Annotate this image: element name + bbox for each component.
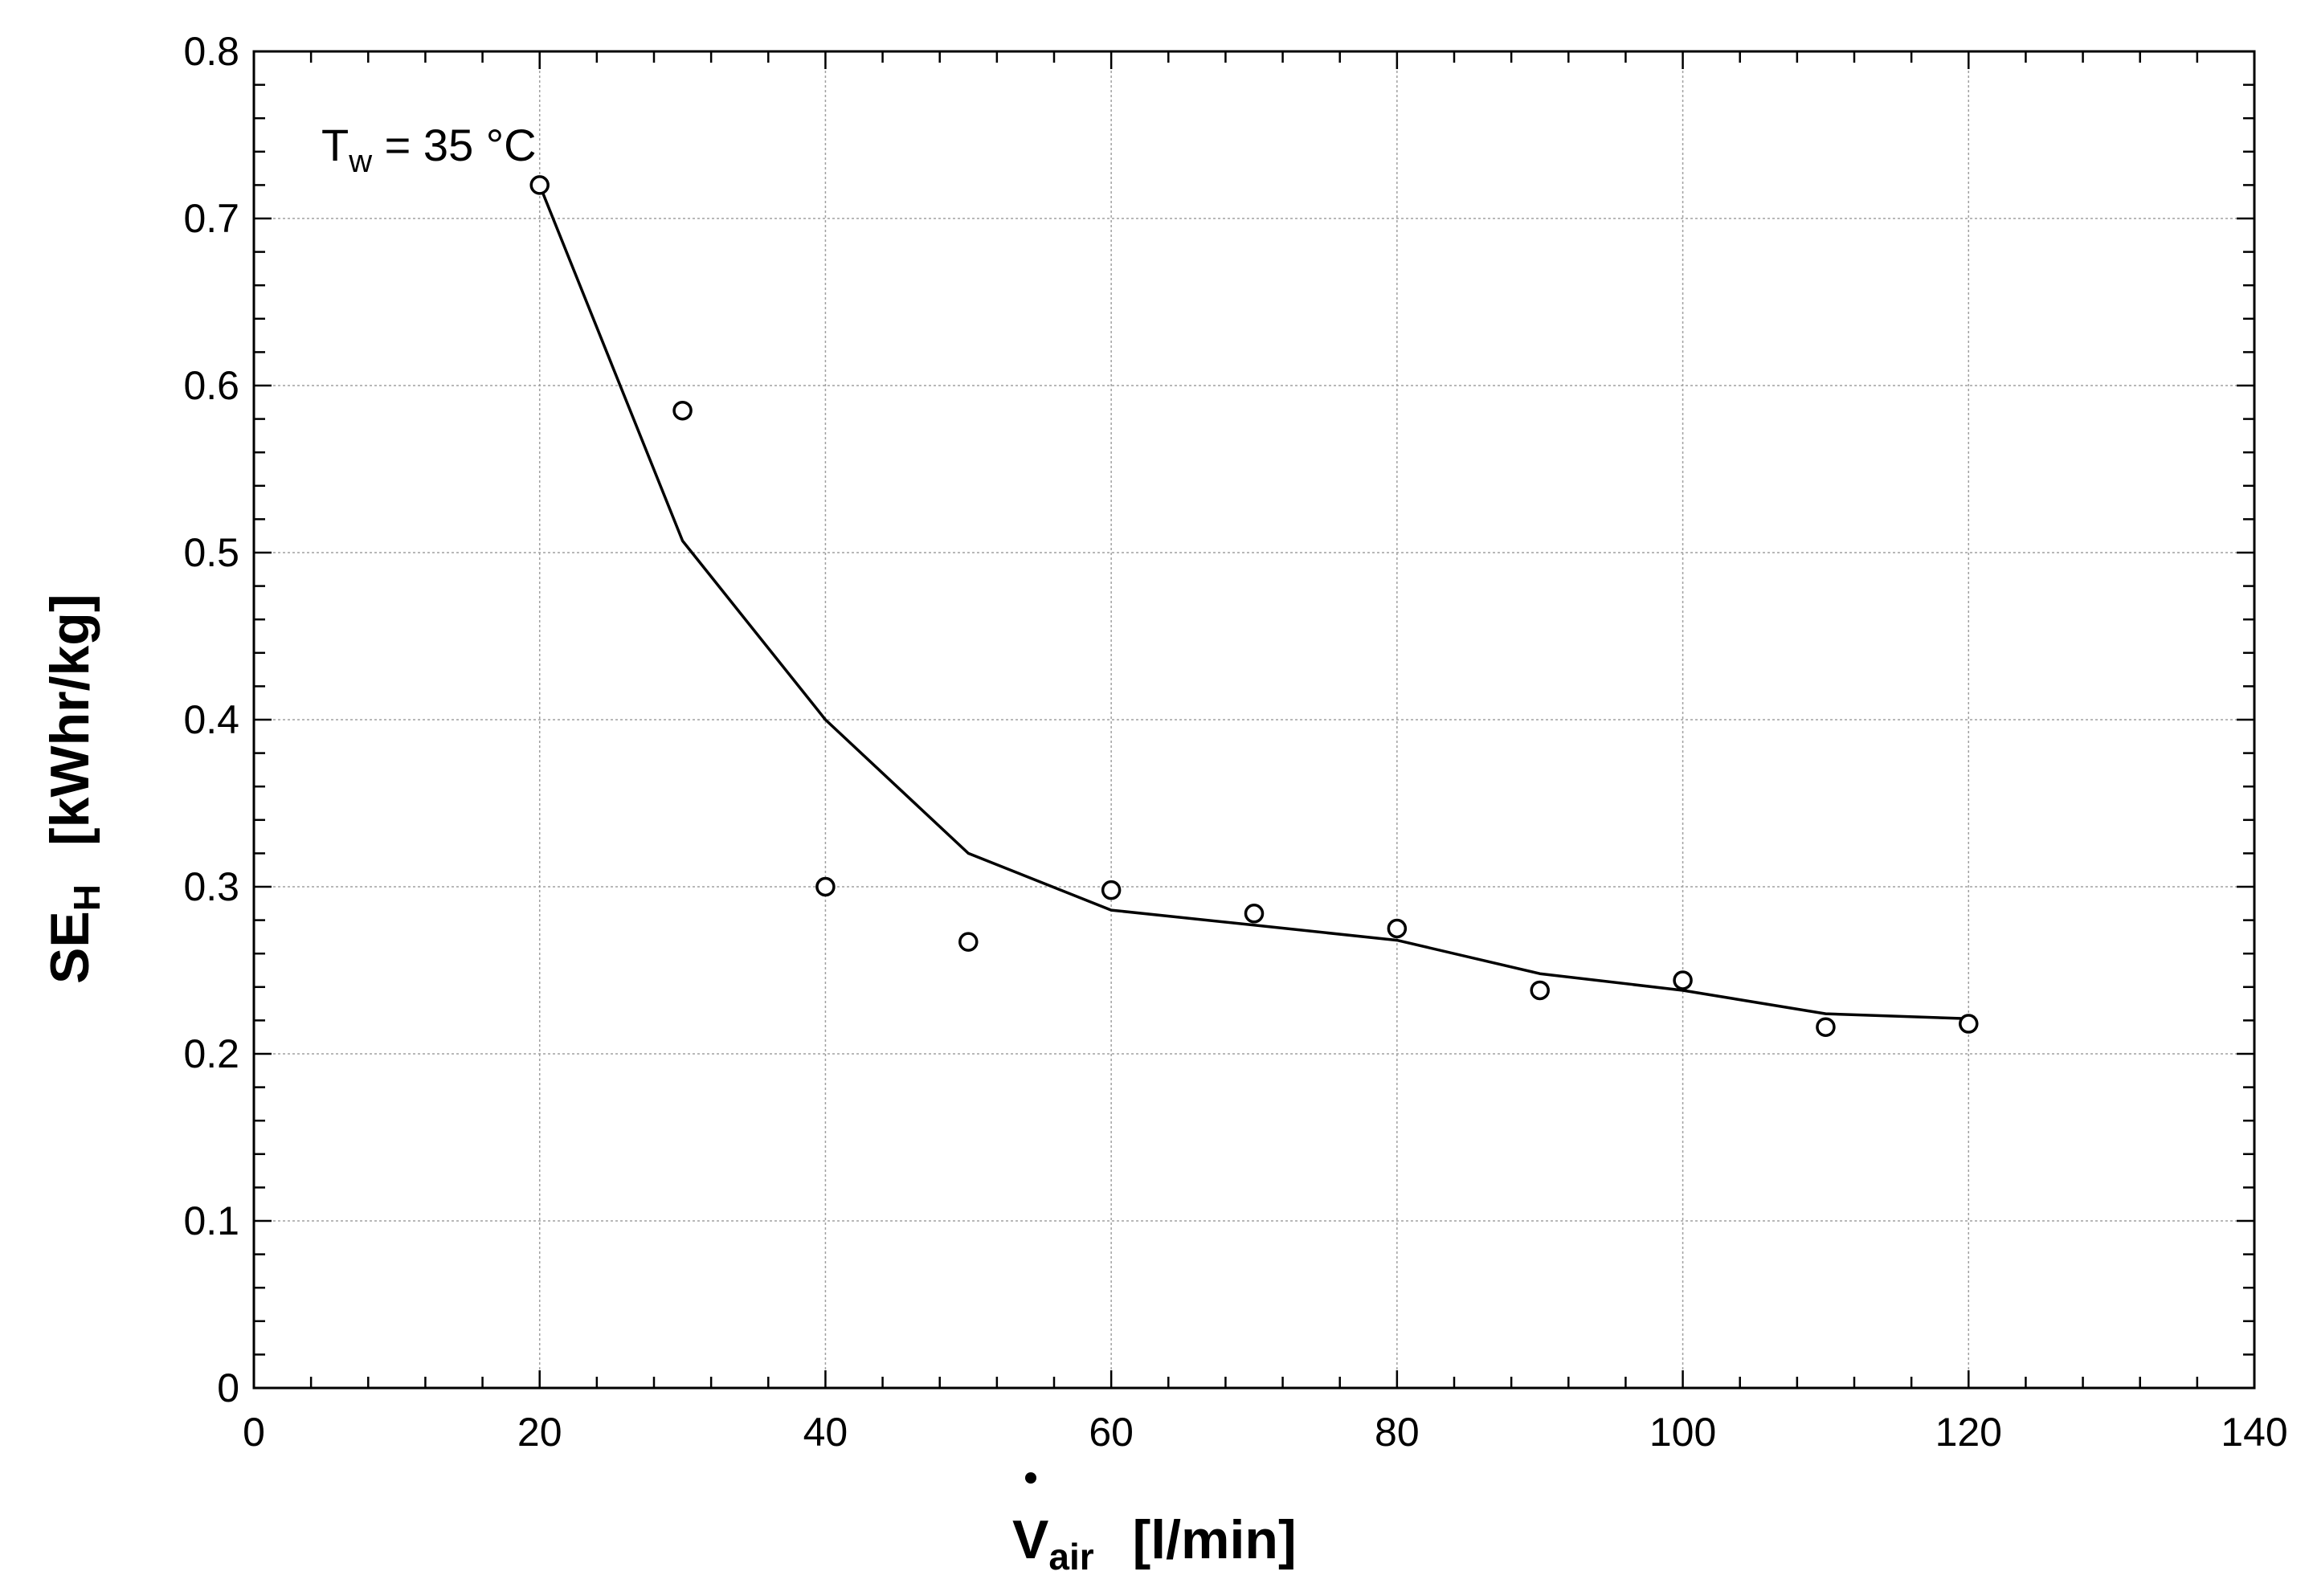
- svg-text:Vair[l/min]: Vair [l/min]: [1012, 1509, 1297, 1578]
- x-axis-title: Vair [l/min]: [1012, 1472, 1297, 1578]
- data-point-marker: [1101, 880, 1122, 900]
- data-point-marker: [958, 932, 979, 952]
- plot-frame: [252, 50, 2256, 1390]
- x-axis-title-unit: [l/min]: [1133, 1509, 1297, 1570]
- data-point-marker: [1816, 1017, 1836, 1037]
- x-tick-label: 140: [2221, 1410, 2287, 1455]
- temperature-annotation: Tw = 35 °C: [321, 120, 537, 179]
- data-point-marker: [815, 876, 836, 897]
- y-tick-label: 0: [217, 1365, 239, 1410]
- x-axis-title-main: V: [1012, 1509, 1048, 1570]
- data-point-marker: [1959, 1014, 1979, 1034]
- y-tick-label: 0.3: [183, 864, 239, 909]
- minor-ticks: [252, 50, 2256, 1390]
- y-tick-label: 0.7: [183, 196, 239, 241]
- x-tick-label: 100: [1649, 1410, 1716, 1455]
- data-point-marker: [1530, 980, 1550, 1001]
- y-tick-labels: 0 0.1 0.2 0.3 0.4 0.5 0.6 0.7 0.8: [183, 29, 239, 1410]
- y-tick-label: 0.8: [183, 29, 239, 74]
- x-tick-label: 20: [517, 1410, 562, 1455]
- x-tick-label: 120: [1935, 1410, 2002, 1455]
- data-point-marker: [1387, 918, 1408, 939]
- data-point-marker: [529, 175, 550, 195]
- x-tick-labels: 0 20 40 60 80 100 120 140: [243, 1410, 2288, 1455]
- y-tick-label: 0.5: [183, 530, 239, 575]
- data-point-marker: [1244, 904, 1265, 924]
- y-tick-label: 0.4: [183, 697, 239, 742]
- x-tick-label: 40: [803, 1410, 848, 1455]
- grid-lines: [254, 51, 2254, 1388]
- y-tick-label: 0.1: [183, 1198, 239, 1243]
- data-point-marker: [672, 400, 693, 421]
- x-tick-label: 60: [1089, 1410, 1134, 1455]
- y-tick-label: 0.6: [183, 363, 239, 408]
- model-curve: [538, 184, 1969, 1021]
- y-tick-label: 0.2: [183, 1031, 239, 1076]
- y-axis-title: SEH[kWhr/kg]: [39, 594, 108, 985]
- x-axis-title-dot: [1025, 1472, 1036, 1484]
- series-markers-group: [529, 175, 1979, 1037]
- series-line-group: [538, 184, 1969, 1021]
- x-axis-title-sub: air: [1048, 1536, 1093, 1578]
- data-point-marker: [1673, 970, 1693, 990]
- x-tick-label: 0: [243, 1410, 265, 1455]
- x-tick-label: 80: [1375, 1410, 1420, 1455]
